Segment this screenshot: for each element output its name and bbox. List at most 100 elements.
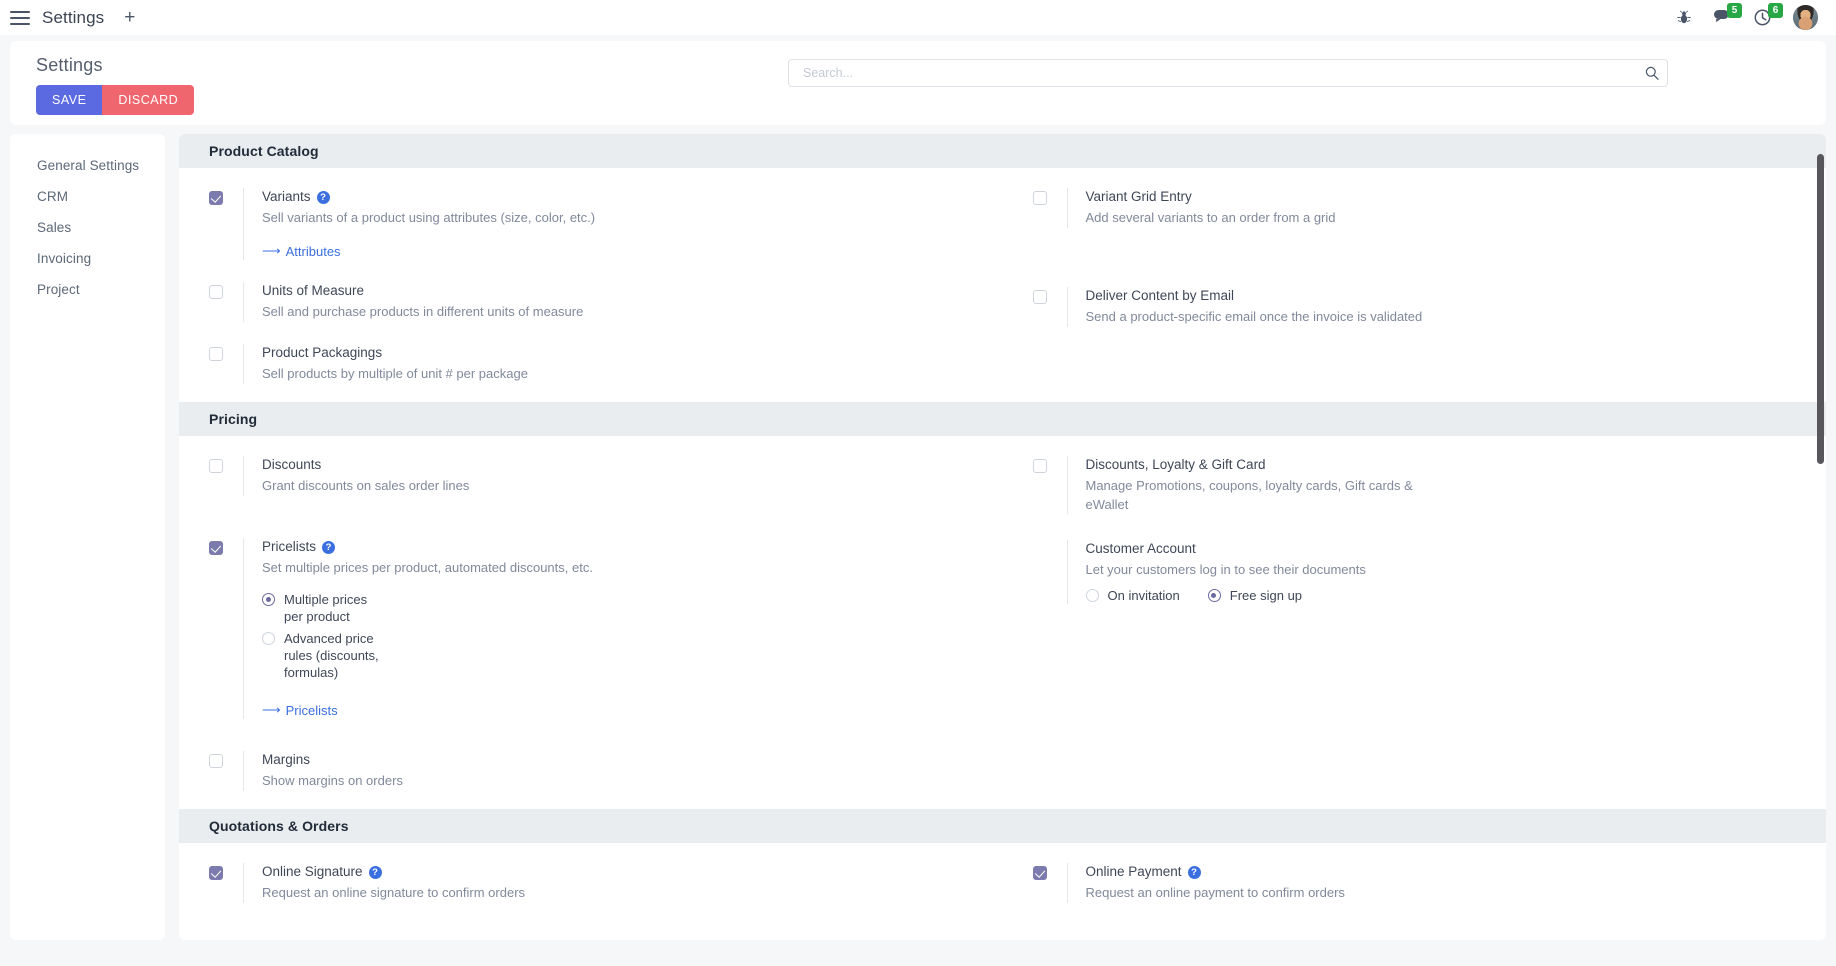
link-label: Attributes: [285, 243, 341, 259]
setting-label-text: Variants: [262, 189, 311, 204]
setting-label: Product Packagings: [262, 344, 963, 362]
radio-label: Advanced price rules (discounts, formula…: [284, 631, 379, 680]
checkbox-units-of-measure[interactable]: [209, 285, 223, 299]
checkbox-variants[interactable]: [209, 191, 223, 205]
navbar-systray: 5 6: [1677, 3, 1818, 30]
sidebar-item-crm[interactable]: CRM: [10, 181, 165, 212]
save-button[interactable]: SAVE: [36, 85, 103, 115]
new-tab-plus-icon[interactable]: +: [124, 7, 136, 28]
section-body-pricing: Discounts Grant discounts on sales order…: [179, 436, 1826, 809]
setting-description: Request an online signature to confirm o…: [262, 885, 526, 900]
setting-label: Discounts: [262, 456, 963, 474]
vertical-scrollbar-thumb[interactable]: [1817, 154, 1824, 464]
checkbox-deliver-content-by-email[interactable]: [1032, 290, 1047, 304]
sidebar-item-general-settings[interactable]: General Settings: [10, 150, 165, 181]
activities-clock-icon[interactable]: 6: [1754, 3, 1783, 26]
page-title: Settings: [36, 55, 103, 75]
setting-variants-text: Variants ? Sell variants of a product us…: [243, 188, 963, 260]
setting-description: Sell products by multiple of unit # per …: [262, 366, 528, 381]
radio-button[interactable]: [1207, 589, 1221, 602]
setting-online-payment-text: Online Payment ? Request an online payme…: [1066, 863, 1787, 903]
bug-icon[interactable]: [1677, 10, 1691, 25]
avatar[interactable]: [1793, 5, 1818, 30]
checkbox-pricelists[interactable]: [209, 541, 223, 555]
radio-advanced-price-rules[interactable]: Advanced price rules (discounts, formula…: [262, 630, 963, 681]
help-icon[interactable]: ?: [368, 865, 382, 879]
messages-icon-glyph: [1714, 10, 1729, 23]
setting-description: Grant discounts on sales order lines: [262, 478, 470, 493]
settings-column-right: Discounts, Loyalty & Gift Card Manage Pr…: [1003, 456, 1827, 791]
settings-column-right: Online Payment ? Request an online payme…: [1003, 863, 1827, 903]
checkbox-online-payment[interactable]: [1032, 866, 1047, 880]
checkbox-discounts-loyalty-gift-card[interactable]: [1032, 459, 1047, 473]
control-panel-left: Settings SAVE DISCARD: [26, 51, 195, 125]
settings-column-left: Online Signature ? Request an online sig…: [179, 863, 1003, 903]
settings-column-right: Variant Grid Entry Add several variants …: [1003, 188, 1827, 384]
setting-label-text: Discounts, Loyalty & Gift Card: [1085, 457, 1266, 472]
setting-description: Request an online payment to confirm ord…: [1085, 885, 1345, 900]
settings-body: General Settings CRM Sales Invoicing Pro…: [10, 134, 1826, 940]
setting-description: Manage Promotions, coupons, loyalty card…: [1085, 478, 1413, 512]
section-header-quotations-orders: Quotations & Orders: [179, 809, 1826, 843]
section-body-product-catalog: Variants ? Sell variants of a product us…: [179, 168, 1826, 402]
radio-button[interactable]: [262, 593, 275, 606]
hamburger-icon[interactable]: [10, 10, 30, 25]
setting-description: Show margins on orders: [262, 773, 403, 788]
help-icon[interactable]: ?: [1187, 865, 1201, 879]
checkbox-variant-grid-entry[interactable]: [1032, 191, 1047, 205]
setting-description: Sell variants of a product using attribu…: [262, 210, 596, 225]
sidebar-item-label: Invoicing: [37, 251, 92, 266]
sidebar-item-label: CRM: [37, 189, 69, 204]
setting-description: Set multiple prices per product, automat…: [262, 560, 593, 575]
setting-discounts-loyalty-gift-card: Discounts, Loyalty & Gift Card Manage Pr…: [1032, 456, 1787, 514]
setting-label: Customer Account: [1086, 540, 1787, 558]
sidebar-item-sales[interactable]: Sales: [10, 212, 165, 243]
app-title[interactable]: Settings: [42, 7, 105, 27]
setting-description: Send a product-specific email once the i…: [1085, 309, 1423, 324]
checkbox-online-signature[interactable]: [209, 866, 223, 880]
control-panel: Settings SAVE DISCARD: [10, 41, 1826, 125]
setting-variant-grid-entry: Variant Grid Entry Add several variants …: [1032, 188, 1787, 228]
radio-free-sign-up[interactable]: Free sign up: [1207, 587, 1302, 604]
search-bar[interactable]: [788, 59, 1668, 87]
sidebar-item-project[interactable]: Project: [10, 274, 165, 305]
link-attributes[interactable]: ⟶ Attributes: [262, 243, 341, 259]
search-icon[interactable]: [1645, 66, 1659, 80]
setting-label: Online Payment ?: [1086, 863, 1787, 881]
arrow-right-icon: ⟶: [262, 243, 281, 258]
sidebar-item-invoicing[interactable]: Invoicing: [10, 243, 165, 274]
radio-on-invitation[interactable]: On invitation: [1085, 587, 1180, 604]
discard-button[interactable]: DISCARD: [102, 85, 195, 115]
avatar-image: [1793, 5, 1818, 30]
search-input[interactable]: [801, 65, 1645, 81]
setting-pricelists-text: Pricelists ? Set multiple prices per pro…: [243, 538, 963, 719]
link-pricelists[interactable]: ⟶ Pricelists: [262, 702, 338, 718]
setting-label-text: Margins: [262, 752, 311, 767]
setting-label: Variants ?: [262, 188, 963, 206]
checkbox-margins[interactable]: [209, 754, 223, 768]
settings-panel-scroll-area: Product Catalog Variants ? Sell variants…: [179, 134, 1826, 940]
checkbox-discounts[interactable]: [209, 459, 223, 473]
sidebar-item-label: Sales: [37, 220, 72, 235]
setting-pricelists: Pricelists ? Set multiple prices per pro…: [209, 538, 963, 719]
section-header-pricing: Pricing: [179, 402, 1826, 436]
messages-badge: 5: [1727, 3, 1742, 18]
help-icon[interactable]: ?: [322, 540, 336, 554]
radio-button[interactable]: [1085, 589, 1099, 602]
activities-badge: 6: [1768, 3, 1783, 18]
setting-description: Add several variants to an order from a …: [1085, 210, 1336, 225]
section-header-product-catalog: Product Catalog: [179, 134, 1826, 168]
messages-icon[interactable]: 5: [1713, 3, 1742, 26]
setting-description: Let your customers log in to see their d…: [1085, 562, 1366, 577]
setting-product-packagings-text: Product Packagings Sell products by mult…: [243, 344, 963, 384]
checkbox-product-packagings[interactable]: [209, 347, 223, 361]
setting-units-of-measure-text: Units of Measure Sell and purchase produ…: [243, 282, 963, 322]
setting-label: Margins: [262, 751, 963, 769]
setting-label-text: Online Payment: [1085, 864, 1182, 879]
top-navbar: Settings + 5: [0, 0, 1836, 35]
settings-column-left: Discounts Grant discounts on sales order…: [179, 456, 1003, 791]
radio-button[interactable]: [262, 632, 275, 645]
setting-customer-account-text: Customer Account Let your customers log …: [1066, 540, 1787, 604]
radio-multiple-prices-per-product[interactable]: Multiple prices per product: [262, 591, 963, 625]
help-icon[interactable]: ?: [316, 190, 330, 204]
